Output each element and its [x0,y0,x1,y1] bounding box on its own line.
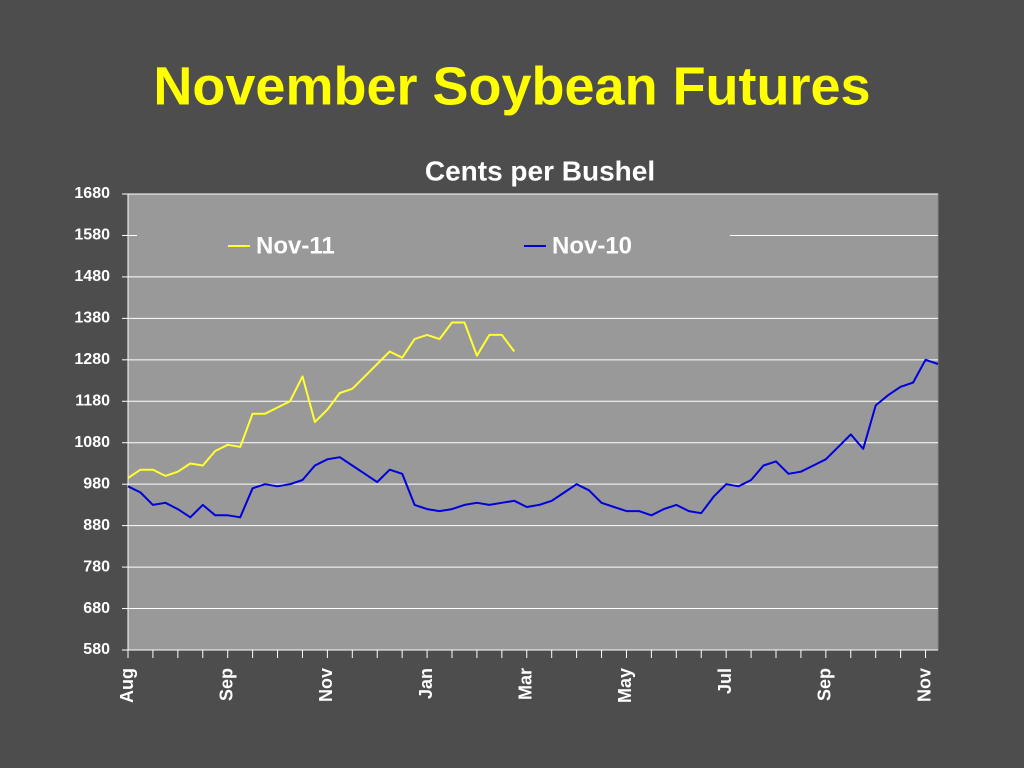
x-tick-label: Sep [216,668,236,701]
x-tick-label: Nov [914,668,934,702]
y-tick-label: 980 [83,475,110,492]
y-tick-label: 1480 [74,268,110,285]
y-tick-label: 1680 [74,185,110,202]
chart-title: November Soybean Futures [153,56,870,116]
series-line [127,358,939,519]
plot-area [127,193,939,651]
x-tick-label: Nov [316,668,336,702]
y-tick-label: 1280 [74,351,110,368]
series-line [127,321,516,479]
y-tick-label: 680 [83,600,110,617]
x-tick-label: Jul [715,668,735,694]
y-tick-label: 1580 [74,227,110,244]
x-tick-label: Aug [117,668,137,703]
chart-subtitle: Cents per Bushel [425,155,655,186]
y-tick-label: 580 [83,641,110,658]
x-tick-label: May [615,668,635,703]
legend-label: Nov-11 [256,232,335,259]
y-tick-label: 1080 [74,434,110,451]
legend-label: Nov-10 [552,232,632,259]
y-tick-label: 780 [83,558,110,575]
x-tick-label: Sep [815,668,835,701]
x-tick-label: Mar [516,668,536,700]
y-tick-label: 1180 [75,392,110,409]
y-tick-label: 1380 [74,310,110,327]
legend-box [137,226,730,266]
y-tick-label: 880 [83,517,110,534]
x-tick-label: Jan [416,668,436,699]
